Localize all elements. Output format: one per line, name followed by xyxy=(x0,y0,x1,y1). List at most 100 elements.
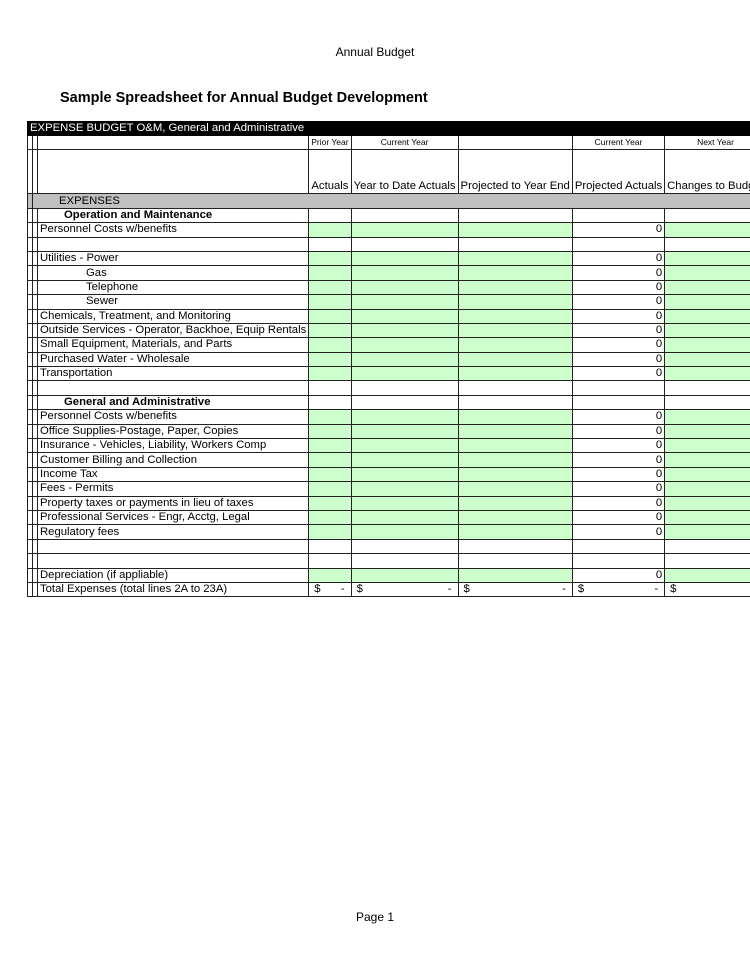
changes-to-budget-input[interactable] xyxy=(664,222,750,238)
cell[interactable] xyxy=(457,236,573,252)
ytd-actuals-input[interactable] xyxy=(350,250,459,267)
prior-year-actuals-input[interactable] xyxy=(308,265,352,281)
projected-to-year-end-input[interactable] xyxy=(457,222,573,238)
cell[interactable] xyxy=(350,394,459,411)
prior-year-actuals-input[interactable] xyxy=(308,366,352,382)
cell[interactable] xyxy=(308,538,352,555)
changes-to-budget-input[interactable] xyxy=(664,322,750,339)
projected-to-year-end-input[interactable] xyxy=(457,481,573,497)
cell[interactable] xyxy=(571,207,666,224)
ytd-actuals-input[interactable] xyxy=(350,337,459,353)
changes-to-budget-input[interactable] xyxy=(664,409,750,425)
projected-to-year-end-input[interactable] xyxy=(457,337,573,353)
prior-year-actuals-input[interactable] xyxy=(308,495,352,511)
cell[interactable] xyxy=(664,236,750,252)
cell[interactable] xyxy=(350,207,459,224)
prior-year-actuals-input[interactable] xyxy=(308,466,352,483)
changes-to-budget-input[interactable] xyxy=(664,481,750,497)
projected-to-year-end-input[interactable] xyxy=(457,466,573,483)
cell[interactable] xyxy=(350,236,459,252)
cell[interactable] xyxy=(664,207,750,224)
changes-to-budget-input[interactable] xyxy=(664,265,750,281)
ytd-actuals-input[interactable] xyxy=(350,351,459,368)
projected-to-year-end-input[interactable] xyxy=(457,265,573,281)
cell[interactable] xyxy=(308,236,352,252)
projected-to-year-end-input[interactable] xyxy=(457,308,573,324)
changes-to-budget-input[interactable] xyxy=(664,279,750,296)
changes-to-budget-input[interactable] xyxy=(664,366,750,382)
projected-to-year-end-input[interactable] xyxy=(457,250,573,267)
ytd-actuals-input[interactable] xyxy=(350,222,459,238)
changes-to-budget-input[interactable] xyxy=(664,495,750,511)
ytd-actuals-input[interactable] xyxy=(350,524,459,540)
prior-year-actuals-input[interactable] xyxy=(308,409,352,425)
ytd-actuals-input[interactable] xyxy=(350,322,459,339)
projected-to-year-end-input[interactable] xyxy=(457,279,573,296)
projected-to-year-end-input[interactable] xyxy=(457,452,573,468)
projected-to-year-end-input[interactable] xyxy=(457,409,573,425)
cell[interactable] xyxy=(308,380,352,396)
projected-to-year-end-input[interactable] xyxy=(457,351,573,368)
cell[interactable] xyxy=(664,553,750,569)
prior-year-actuals-input[interactable] xyxy=(308,294,352,310)
ytd-actuals-input[interactable] xyxy=(350,509,459,526)
prior-year-actuals-input[interactable] xyxy=(308,279,352,296)
changes-to-budget-input[interactable] xyxy=(664,294,750,310)
prior-year-actuals-input[interactable] xyxy=(308,438,352,454)
projected-to-year-end-input[interactable] xyxy=(457,438,573,454)
cell[interactable] xyxy=(308,207,352,224)
prior-year-actuals-input[interactable] xyxy=(308,481,352,497)
projected-to-year-end-input[interactable] xyxy=(457,567,573,583)
cell[interactable] xyxy=(457,538,573,555)
prior-year-actuals-input[interactable] xyxy=(308,423,352,440)
changes-to-budget-input[interactable] xyxy=(664,337,750,353)
cell[interactable] xyxy=(457,553,573,569)
cell[interactable] xyxy=(350,380,459,396)
cell[interactable] xyxy=(308,394,352,411)
cell[interactable] xyxy=(350,553,459,569)
cell[interactable] xyxy=(457,394,573,411)
cell[interactable] xyxy=(308,553,352,569)
prior-year-actuals-input[interactable] xyxy=(308,567,352,583)
ytd-actuals-input[interactable] xyxy=(350,466,459,483)
projected-to-year-end-input[interactable] xyxy=(457,524,573,540)
changes-to-budget-input[interactable] xyxy=(664,351,750,368)
changes-to-budget-input[interactable] xyxy=(664,466,750,483)
ytd-actuals-input[interactable] xyxy=(350,294,459,310)
changes-to-budget-input[interactable] xyxy=(664,250,750,267)
projected-to-year-end-input[interactable] xyxy=(457,366,573,382)
ytd-actuals-input[interactable] xyxy=(350,567,459,583)
projected-to-year-end-input[interactable] xyxy=(457,322,573,339)
prior-year-actuals-input[interactable] xyxy=(308,337,352,353)
cell[interactable] xyxy=(664,380,750,396)
prior-year-actuals-input[interactable] xyxy=(308,250,352,267)
ytd-actuals-input[interactable] xyxy=(350,265,459,281)
ytd-actuals-input[interactable] xyxy=(350,409,459,425)
prior-year-actuals-input[interactable] xyxy=(308,308,352,324)
prior-year-actuals-input[interactable] xyxy=(308,452,352,468)
cell[interactable] xyxy=(457,207,573,224)
ytd-actuals-input[interactable] xyxy=(350,452,459,468)
changes-to-budget-input[interactable] xyxy=(664,438,750,454)
cell[interactable] xyxy=(664,394,750,411)
ytd-actuals-input[interactable] xyxy=(350,438,459,454)
prior-year-actuals-input[interactable] xyxy=(308,509,352,526)
ytd-actuals-input[interactable] xyxy=(350,423,459,440)
cell[interactable] xyxy=(571,553,666,569)
projected-to-year-end-input[interactable] xyxy=(457,294,573,310)
ytd-actuals-input[interactable] xyxy=(350,308,459,324)
cell[interactable] xyxy=(571,538,666,555)
changes-to-budget-input[interactable] xyxy=(664,524,750,540)
changes-to-budget-input[interactable] xyxy=(664,509,750,526)
prior-year-actuals-input[interactable] xyxy=(308,524,352,540)
ytd-actuals-input[interactable] xyxy=(350,481,459,497)
cell[interactable] xyxy=(571,380,666,396)
projected-to-year-end-input[interactable] xyxy=(457,423,573,440)
changes-to-budget-input[interactable] xyxy=(664,423,750,440)
changes-to-budget-input[interactable] xyxy=(664,567,750,583)
ytd-actuals-input[interactable] xyxy=(350,495,459,511)
prior-year-actuals-input[interactable] xyxy=(308,351,352,368)
cell[interactable] xyxy=(664,538,750,555)
cell[interactable] xyxy=(571,236,666,252)
ytd-actuals-input[interactable] xyxy=(350,366,459,382)
